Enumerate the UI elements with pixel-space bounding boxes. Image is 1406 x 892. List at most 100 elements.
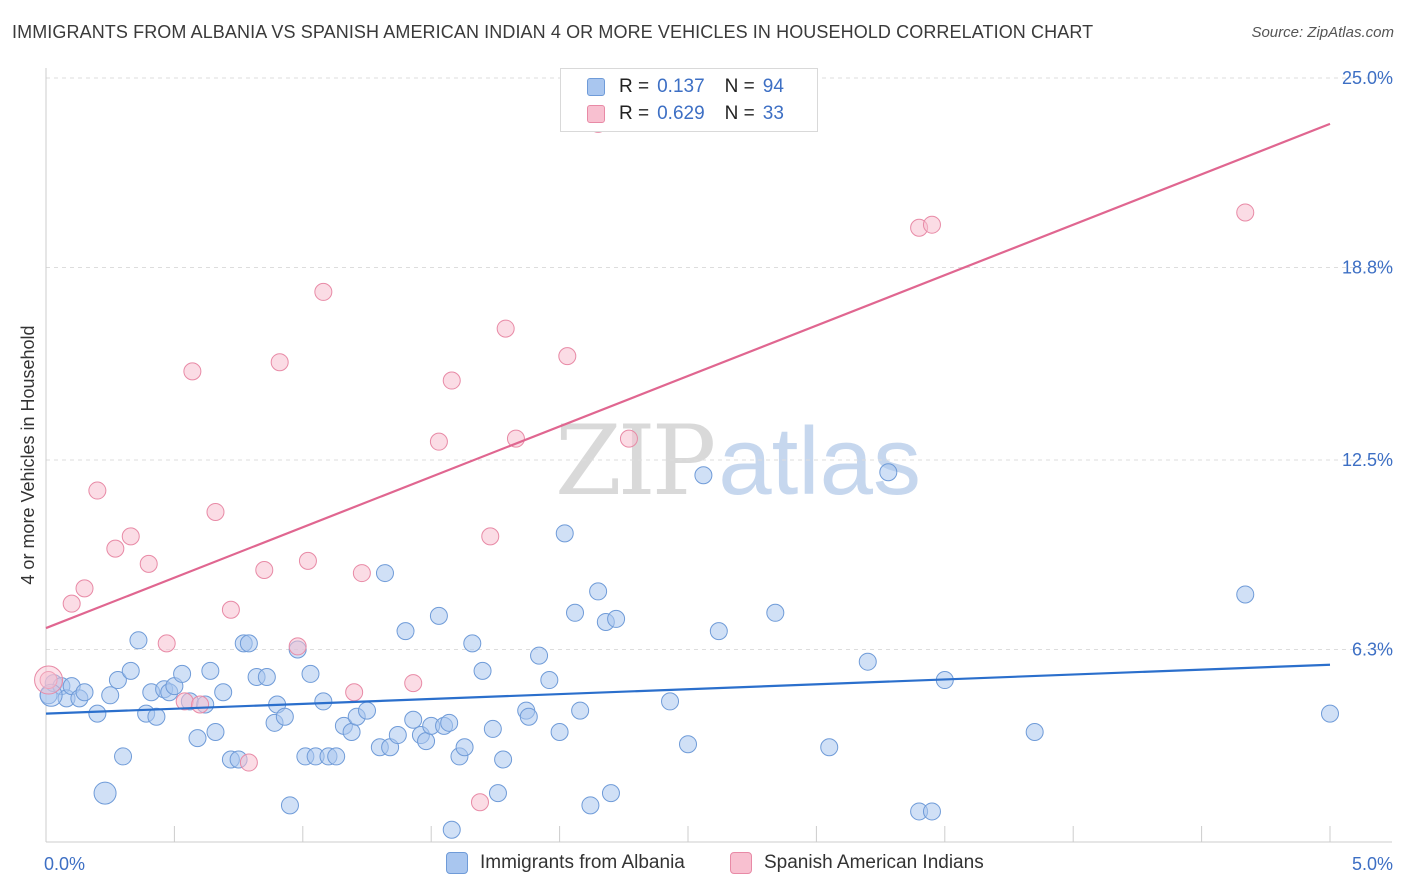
spanish-american-indian-point <box>139 554 158 573</box>
albania-point <box>75 683 94 702</box>
albania-point <box>463 634 482 653</box>
source-label: Source: ZipAtlas.com <box>1251 24 1394 41</box>
albania-point <box>494 750 513 769</box>
spanish-american-indian-point <box>345 683 364 702</box>
albania-point <box>488 784 507 803</box>
albania-point <box>388 726 407 745</box>
albania-point <box>201 661 220 680</box>
watermark-zip: ZIP <box>555 405 716 517</box>
spanish-american-indian-point <box>206 502 225 521</box>
legend-item-spanish-american-indian: Spanish American Indians <box>730 852 984 874</box>
albania-point <box>121 661 140 680</box>
spanish-american-indian-point <box>221 600 240 619</box>
spanish-american-indian-point <box>619 429 638 448</box>
albania-point <box>581 796 600 815</box>
spanish-american-indian-point <box>352 564 371 583</box>
legend-n-label: N = <box>724 76 755 97</box>
albania-point <box>483 719 502 738</box>
spanish-american-indian-point <box>183 362 202 381</box>
albania-point <box>301 664 320 683</box>
chart-title: IMMIGRANTS FROM ALBANIA VS SPANISH AMERI… <box>12 22 1094 42</box>
albania-point <box>694 466 713 485</box>
spanish-american-indian-point <box>442 371 461 390</box>
spanish-american-indian-point <box>88 481 107 500</box>
series-legend: Immigrants from Albania Spanish American… <box>0 850 1406 878</box>
albania-point <box>607 609 626 628</box>
spanish-american-indian-point <box>481 527 500 546</box>
albania-point <box>440 713 459 732</box>
albania-point <box>679 735 697 754</box>
albania-point <box>858 652 877 671</box>
albania-trend-line <box>45 663 1331 715</box>
watermark-atlas: atlas <box>718 408 921 515</box>
albania-point <box>1321 704 1339 723</box>
albania-point <box>147 707 166 726</box>
albania-point <box>530 646 549 665</box>
albania-point <box>257 667 276 686</box>
albania-point <box>550 722 569 741</box>
albania-point <box>922 802 941 821</box>
spanish-american-indian-point <box>75 579 94 598</box>
spanish-american-indian-point <box>429 432 448 451</box>
y-tick-label: 12.5% <box>1342 450 1393 470</box>
watermark: ZIPatlas <box>555 405 921 517</box>
albania-point <box>1025 722 1044 741</box>
y-tick-label: 25.0% <box>1342 68 1393 88</box>
spanish-american-indian-point <box>470 793 489 812</box>
legend-n-value: 33 <box>762 103 784 124</box>
legend-label-spanish-american-indian: Spanish American Indians <box>764 852 984 873</box>
legend-row-spanish-american-indian: R = 0.629 N = 33 <box>587 102 784 126</box>
albania-point <box>820 738 839 757</box>
axes <box>45 68 1392 843</box>
legend-swatch-spanish-american-indian <box>730 852 752 874</box>
legend-item-albania: Immigrants from Albania <box>446 852 685 874</box>
albania-point <box>601 784 620 803</box>
albania-point <box>101 686 120 705</box>
albania-point <box>342 722 361 741</box>
albania-point <box>327 747 346 766</box>
albania-point <box>429 606 448 625</box>
spanish-american-indian-point <box>922 215 941 234</box>
albania-point <box>879 463 898 482</box>
spanish-american-indian-point <box>496 319 515 338</box>
albania-point <box>442 820 461 839</box>
correlation-legend: R = 0.137 N = 94 R = 0.629 N = 33 <box>560 68 818 132</box>
albania-point <box>519 707 538 726</box>
albania-point <box>455 738 474 757</box>
legend-r-value: 0.629 <box>657 103 705 124</box>
spanish-american-indian-point <box>157 634 176 653</box>
albania-point <box>358 701 376 720</box>
spanish-american-indian-point <box>270 353 289 372</box>
albania-point <box>275 707 294 726</box>
albania-point <box>396 622 415 641</box>
legend-n-label: N = <box>724 103 755 124</box>
albania-point <box>589 582 608 601</box>
albania-point <box>473 661 492 680</box>
albania-point <box>173 664 192 683</box>
legend-swatch-spanish-american-indian <box>587 105 605 123</box>
spanish-american-indian-point <box>34 665 64 695</box>
legend-swatch-albania <box>446 852 468 874</box>
series-spanish-american-indian-points <box>34 114 1255 812</box>
albania-point <box>88 704 107 723</box>
albania-point <box>108 671 127 690</box>
albania-point <box>314 692 333 711</box>
albania-point <box>661 692 680 711</box>
legend-r-value: 0.137 <box>657 76 705 97</box>
trend-lines <box>45 122 1331 715</box>
spanish-american-indian-trend-line <box>45 122 1331 630</box>
albania-point <box>417 732 436 751</box>
legend-swatch-albania <box>587 78 605 96</box>
x-tick-labels: 0.0% 5.0% <box>44 854 1393 874</box>
albania-point <box>206 722 225 741</box>
spanish-american-indian-point <box>298 551 317 570</box>
spanish-american-indian-point <box>121 527 140 546</box>
y-tick-labels: 6.3% 12.5% 18.8% 25.0% <box>1342 68 1393 659</box>
legend-row-albania: R = 0.137 N = 94 <box>587 75 784 99</box>
spanish-american-indian-point <box>191 695 210 714</box>
albania-point <box>93 781 117 805</box>
x-tick-label: 0.0% <box>44 854 85 874</box>
albania-point <box>375 564 394 583</box>
spanish-american-indian-point <box>255 561 274 580</box>
